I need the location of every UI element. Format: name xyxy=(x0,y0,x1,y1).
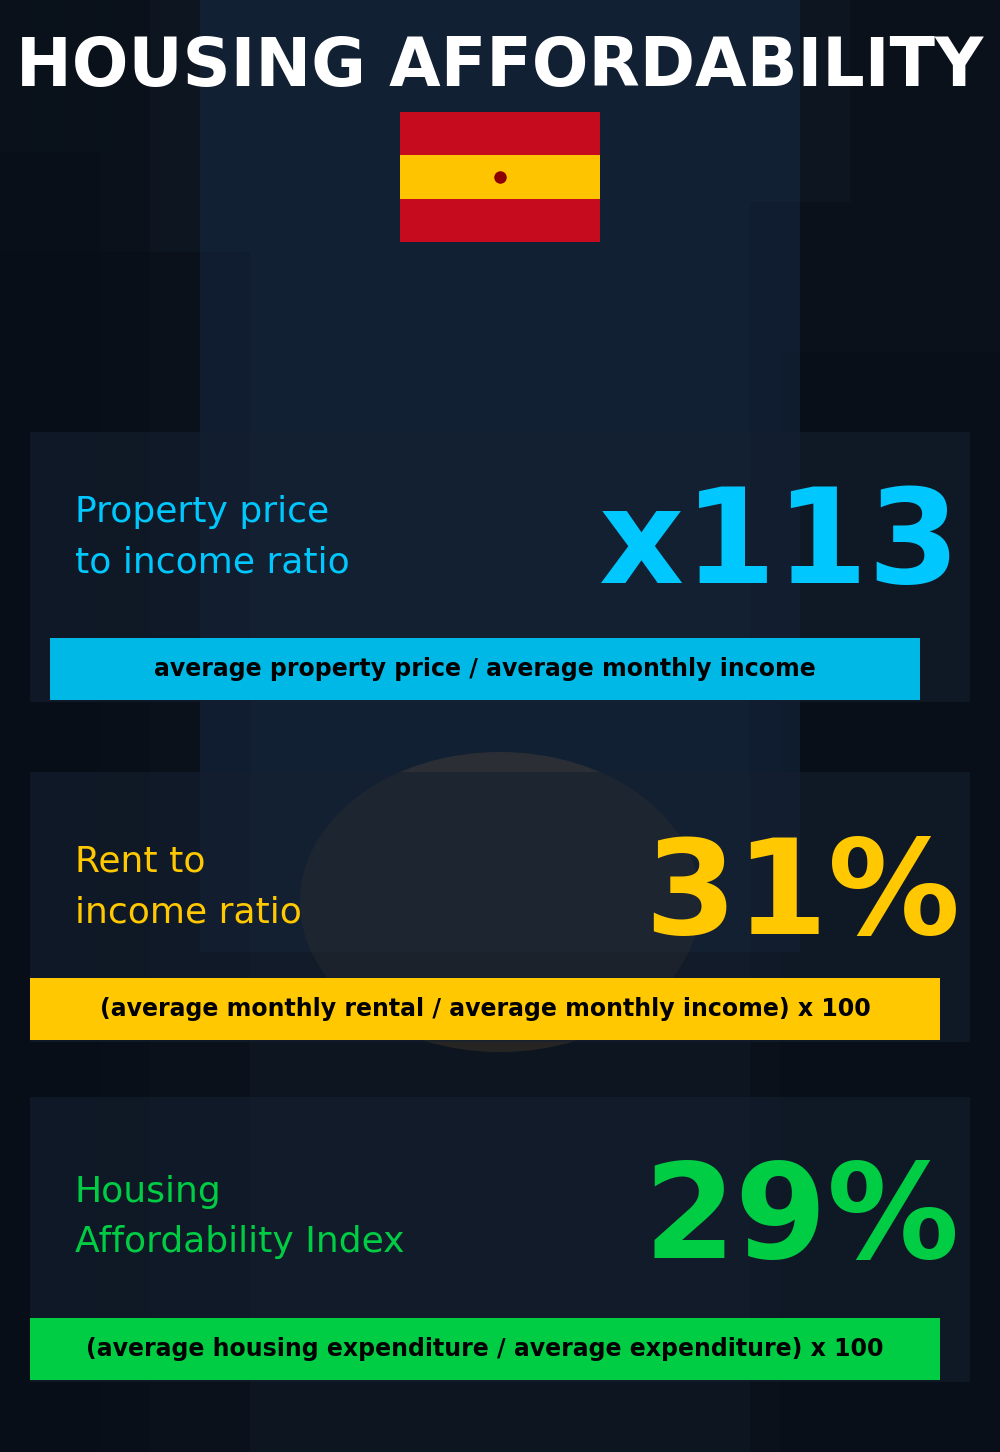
Bar xyxy=(30,772,970,1043)
Bar xyxy=(30,979,940,1040)
Bar xyxy=(90,0,102,1452)
Bar xyxy=(50,637,920,700)
Bar xyxy=(30,1318,940,1379)
Text: Spain: Spain xyxy=(411,121,589,183)
Text: (average monthly rental / average monthly income) x 100: (average monthly rental / average monthl… xyxy=(100,998,870,1021)
Text: average property price / average monthly income: average property price / average monthly… xyxy=(154,656,816,681)
Bar xyxy=(15,0,27,1452)
Text: (average housing expenditure / average expenditure) x 100: (average housing expenditure / average e… xyxy=(86,1337,884,1361)
Text: Rent to
income ratio: Rent to income ratio xyxy=(75,845,302,929)
Text: 31%: 31% xyxy=(644,833,960,961)
Bar xyxy=(400,112,600,155)
Bar xyxy=(780,351,1000,1452)
Bar xyxy=(400,155,600,199)
Bar xyxy=(750,202,850,1452)
Text: Housing
Affordability Index: Housing Affordability Index xyxy=(75,1175,404,1259)
Text: Property price
to income ratio: Property price to income ratio xyxy=(75,495,350,579)
Text: 29%: 29% xyxy=(644,1159,960,1285)
Bar xyxy=(400,199,600,242)
Bar xyxy=(45,0,57,1452)
Ellipse shape xyxy=(300,752,700,1053)
Bar xyxy=(30,433,970,701)
Bar xyxy=(200,0,800,953)
Bar xyxy=(0,253,250,1452)
Text: x113: x113 xyxy=(599,484,960,610)
Bar xyxy=(60,0,72,1452)
Bar xyxy=(0,0,150,1452)
Bar xyxy=(105,0,117,1452)
Bar xyxy=(30,0,42,1452)
Bar xyxy=(850,0,1000,1452)
Bar xyxy=(75,0,87,1452)
Bar xyxy=(0,152,100,1452)
Text: HOUSING AFFORDABILITY: HOUSING AFFORDABILITY xyxy=(16,33,984,100)
Bar xyxy=(0,0,12,1452)
Bar xyxy=(30,1098,970,1382)
